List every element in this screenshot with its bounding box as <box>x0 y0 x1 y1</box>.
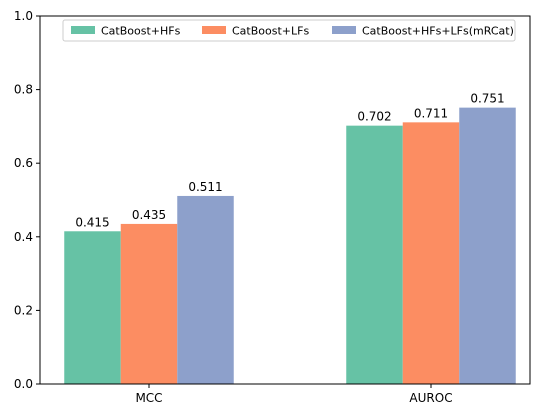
legend: CatBoost+HFs CatBoost+LFs CatBoost+HFs+LFs… <box>62 19 516 42</box>
y-tick-label: 0.0 <box>14 377 33 391</box>
legend-swatch <box>332 26 356 34</box>
legend-swatch <box>71 26 95 34</box>
bar-value-label: 0.415 <box>75 215 109 229</box>
plot-frame <box>39 15 531 385</box>
y-tick-label: 0.6 <box>14 156 33 170</box>
bars-layer <box>64 107 516 384</box>
legend-label: CatBoost+HFs+LFs(mRCat) <box>362 25 514 38</box>
y-tick-label: 0.4 <box>14 230 33 244</box>
bar-auroc-series-0 <box>346 125 403 384</box>
y-tick-label: 0.8 <box>14 83 33 97</box>
legend-swatch <box>202 26 226 34</box>
bar-value-label: 0.711 <box>414 106 448 120</box>
axes-layer: 0.0 0.2 0.4 0.6 0.8 1.0 MCC AUROC <box>14 9 531 405</box>
y-tick-label: 0.2 <box>14 303 33 317</box>
bar-value-label: 0.702 <box>357 110 391 124</box>
bar-mcc-series-2 <box>177 195 234 384</box>
legend-box <box>62 19 516 42</box>
legend-label: CatBoost+HFs <box>101 25 181 38</box>
x-tick-label: AUROC <box>409 391 452 405</box>
bar-value-label: 0.511 <box>188 180 222 194</box>
bar-auroc-series-2 <box>459 107 516 384</box>
bar-mcc-series-0 <box>64 231 121 384</box>
bar-labels-layer: 0.415 0.702 0.435 0.711 0.511 0.751 <box>75 92 504 230</box>
legend-label: CatBoost+LFs <box>232 25 309 38</box>
y-tick-label: 1.0 <box>14 9 33 23</box>
bar-value-label: 0.435 <box>132 208 166 222</box>
bar-mcc-series-1 <box>120 223 178 384</box>
x-tick-label: MCC <box>135 391 162 405</box>
bar-auroc-series-1 <box>402 122 460 384</box>
bar-value-label: 0.751 <box>470 92 504 106</box>
